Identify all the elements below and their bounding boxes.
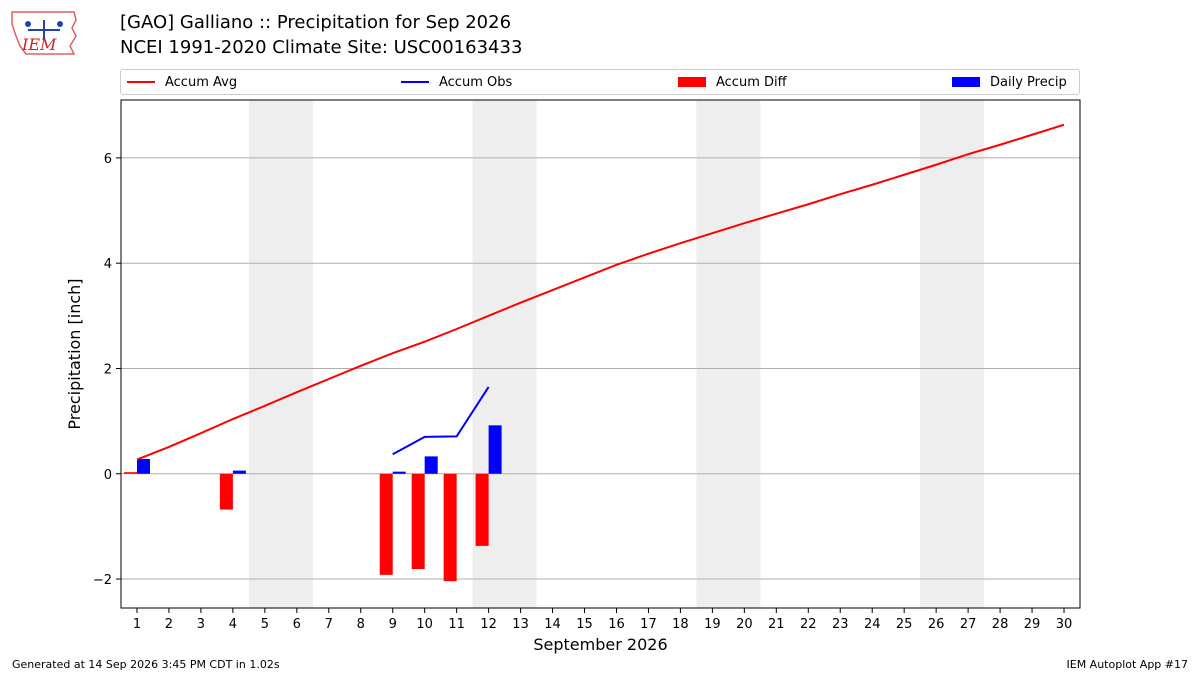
x-tick-label: 5 [261,617,269,632]
x-tick-label: 2 [165,617,173,632]
logo-text: IEM [21,35,57,54]
legend-label-daily-precip: Daily Precip [990,74,1067,90]
legend-item-accum-avg: Accum Avg [127,70,237,94]
footer-app: IEM Autoplot App #17 [1066,658,1189,671]
plot-frame [120,99,1081,609]
x-tick-label: 19 [704,617,721,632]
x-tick-label: 30 [1056,617,1073,632]
iem-logo: IEM [11,11,77,55]
x-tick-label: 14 [544,617,561,632]
x-tick-label: 12 [480,617,497,632]
x-tick-label: 15 [576,617,593,632]
accum-avg-line [136,123,1065,461]
x-tick-label: 22 [800,617,817,632]
x-tick-label: 8 [357,617,365,632]
x-tick-label: 11 [448,617,465,632]
legend-swatch-daily-precip [952,77,980,87]
daily-precip-bar [392,471,406,474]
x-tick-label: 1 [133,617,141,632]
x-tick-label: 18 [672,617,689,632]
legend-swatch-accum-obs [401,81,429,83]
y-tick-label: −2 [93,573,112,588]
accum-diff-bar [379,473,393,575]
x-tick-label: 6 [293,617,301,632]
x-tick-label: 28 [992,617,1009,632]
legend-label-accum-obs: Accum Obs [439,74,513,90]
legend-label-accum-avg: Accum Avg [165,74,238,90]
accum-diff-bar [219,473,233,510]
accum-diff-bar [123,472,137,474]
y-axis-label: Precipitation [inch] [65,278,84,429]
chart-subtitle: NCEI 1991-2020 Climate Site: USC00163433 [120,37,523,58]
x-tick-label: 21 [768,617,785,632]
x-tick-label: 16 [608,617,625,632]
weekend-band-2 [696,100,761,608]
legend-item-accum-obs: Accum Obs [401,70,512,94]
legend-item-daily-precip: Daily Precip [952,70,1067,94]
accum-diff-bar [443,473,457,582]
daily-precip-bar [136,459,150,474]
accum-diff-bar [411,473,425,570]
legend: Accum Avg Accum Obs Accum Diff Daily Pre… [120,69,1080,95]
y-tick-label: 2 [104,362,112,377]
x-tick-label: 7 [325,617,333,632]
x-tick-label: 25 [896,617,913,632]
chart-title: [GAO] Galliano :: Precipitation for Sep … [120,12,512,33]
y-tick-label: 4 [104,257,112,272]
x-tick-label: 23 [832,617,849,632]
weekend-band-0 [248,100,313,608]
weekend-band-3 [920,100,985,608]
y-tick-label: 0 [104,468,112,483]
x-tick-label: 10 [416,617,433,632]
footer-generated: Generated at 14 Sep 2026 3:45 PM CDT in … [12,658,280,671]
legend-label-accum-diff: Accum Diff [716,74,787,90]
daily-precip-bar [424,456,438,474]
legend-item-accum-diff: Accum Diff [678,70,787,94]
x-tick-label: 13 [512,617,529,632]
x-tick-label: 3 [197,617,205,632]
daily-precip-bar [488,425,502,474]
x-axis-label: September 2026 [533,635,667,654]
x-tick-label: 26 [928,617,945,632]
legend-swatch-accum-avg [127,81,155,83]
x-tick-label: 4 [229,617,237,632]
daily-precip-bar [232,470,246,474]
legend-swatch-accum-diff [678,77,706,87]
x-tick-label: 27 [960,617,977,632]
x-tick-label: 20 [736,617,753,632]
accum-obs-line [392,386,490,456]
x-tick-label: 24 [864,617,881,632]
accum-diff-bar [475,473,489,546]
x-tick-label: 9 [389,617,397,632]
x-tick-label: 17 [640,617,657,632]
y-tick-label: 6 [104,152,112,167]
x-tick-label: 29 [1024,617,1041,632]
